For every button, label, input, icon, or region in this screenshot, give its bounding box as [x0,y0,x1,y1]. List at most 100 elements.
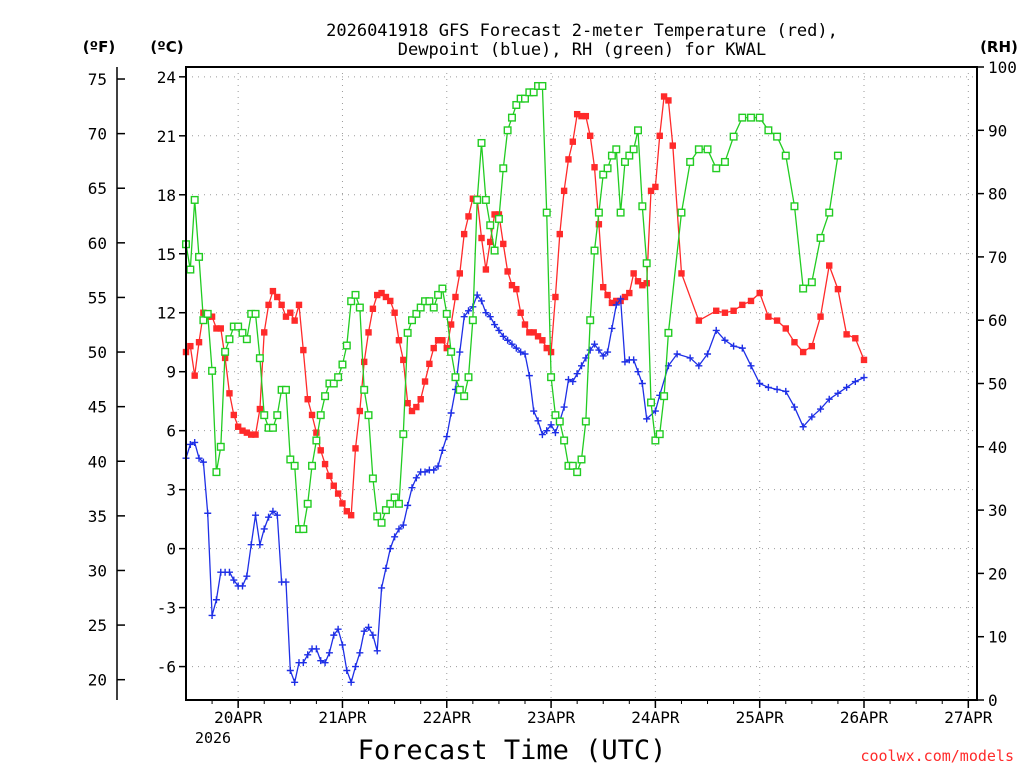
rh-point [368,474,377,483]
temperature-point [413,403,420,411]
rh-tick-label: 90 [988,121,1007,140]
rh-point [312,436,321,445]
rh-point [360,385,369,394]
temperature-point [391,309,398,316]
rh-point [655,430,664,439]
rh-point [594,208,603,217]
dewpoint-point [212,596,220,604]
dewpoint-point [482,309,490,317]
rh-point [455,385,464,394]
fahrenheit-tick-label: 30 [88,561,107,580]
rh-point [603,164,612,173]
dewpoint-point [634,368,642,376]
dewpoint-point [195,454,203,462]
rh-point [399,430,408,439]
temperature-point [600,283,607,291]
dewpoint-point [673,350,681,358]
dewpoint-point [551,429,559,437]
temperature-point [252,431,259,438]
temperature-point [343,508,351,515]
temperature-point [365,329,372,336]
rh-point [647,398,656,407]
dewpoint-point [747,362,755,370]
rh-point [408,316,417,325]
dewpoint-point [512,344,520,352]
temperature-point [721,309,729,316]
chart-title-line1: 2026041918 GFS Forecast 2-meter Temperat… [326,21,838,41]
rh-point [499,164,508,173]
dewpoint-point [651,407,659,415]
dewpoint-point [269,507,277,515]
dewpoint-point [695,362,703,370]
rh-point [694,145,703,154]
temperature-point [556,230,563,238]
dewpoint-point [638,380,646,387]
dewpoint-point [299,659,307,667]
temperature-point [308,411,316,419]
temperature-point [634,278,642,285]
dewpoint-point [790,403,798,411]
dewpoint-point [630,356,638,364]
dewpoint-point [825,395,833,403]
temperature-point [652,183,659,191]
rh-point [273,411,282,420]
temperature-point [230,411,238,419]
fahrenheit-tick-label: 65 [88,179,107,198]
celsius-unit-label: (ºC) [150,38,183,56]
rh-point [538,81,547,90]
dewpoint-point [573,370,581,378]
temperature-point [799,348,807,356]
rh-point [447,347,456,356]
temperature-point [560,187,568,195]
rh-point [616,208,625,217]
rh-point [481,195,490,204]
temperature-point [256,405,264,413]
fahrenheit-tick-label: 70 [88,125,107,144]
temperature-line [185,95,865,517]
temperature-point [695,317,703,324]
rh-point [542,208,551,217]
dewpoint-point [578,362,585,370]
rh-point [686,157,695,166]
dewpoint-point [408,484,416,492]
dewpoint-point [465,307,472,315]
fahrenheit-tick-label: 50 [88,343,107,362]
dewpoint-point [334,625,342,633]
rh-point [268,423,277,432]
temperature-point [604,291,611,299]
temperature-point [504,268,511,275]
dewpoint-point [547,421,555,429]
temperature-point [439,337,446,344]
series-rh [181,81,842,534]
temperature-point [347,512,355,519]
rh-point [468,316,477,325]
fahrenheit-tick-label: 75 [88,70,107,89]
temperature-point [287,309,294,316]
temperature-point [269,287,277,295]
rh-point [442,309,451,318]
celsius-tick-label: 0 [166,540,176,559]
rh-point [390,493,399,502]
fahrenheit-tick-label: 20 [88,671,107,690]
dewpoint-point [347,678,355,686]
temperature-point [356,407,364,415]
celsius-tick-label: 6 [166,422,176,441]
rh-point [755,113,764,122]
x-tick-label: 26APR [840,708,889,727]
temperature-point [404,399,411,407]
temperature-point [660,93,668,100]
rh-point [764,126,773,135]
dewpoint-point [504,336,512,344]
dewpoint-point [560,403,568,411]
rh-point [799,284,808,293]
temperature-point [291,317,298,324]
dewpoint-point [321,659,329,667]
rh-point [464,373,473,382]
temperature-point [460,230,468,238]
rh-point [355,303,364,312]
dewpoint-point [430,466,438,474]
temperature-point [274,293,281,301]
dewpoint-point [617,295,625,303]
temperature-point [452,293,459,301]
